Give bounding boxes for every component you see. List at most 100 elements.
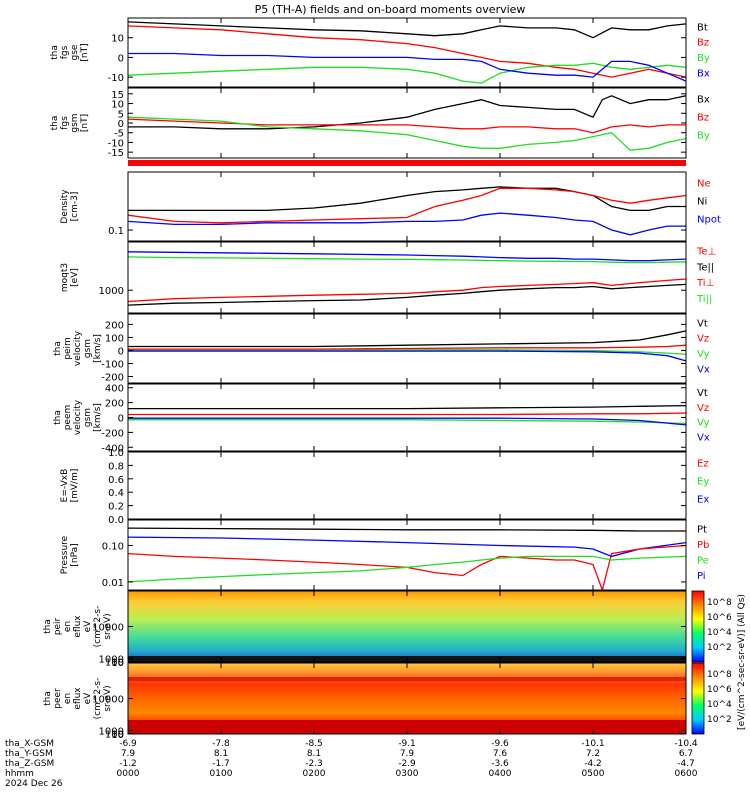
y-axis-label: [nPa] — [70, 543, 80, 566]
legend-Ni: Ni — [697, 196, 707, 207]
series-Bz — [127, 118, 686, 134]
y-tick-label: 1.0 — [108, 448, 124, 459]
x-row-value: -3.6 — [491, 759, 509, 769]
legend-Ne: Ne — [697, 178, 711, 189]
y-tick-label: 0.4 — [108, 488, 124, 499]
series-Vz — [128, 412, 687, 416]
y-tick-label: 0.1 — [108, 226, 124, 237]
y-axis-label: en — [63, 693, 73, 704]
series-Ni — [128, 186, 686, 212]
y-axis-label: moqt3 — [60, 263, 70, 292]
legend-Bz: Bz — [697, 112, 709, 123]
colorbar-tick-label: 10^6 — [707, 685, 732, 695]
colorbar: 10^8 10^6 10^4 10^2 10^8 10^6 10^4 10^2 [eV/(cm^… — [691, 590, 747, 735]
x-row-value: -1.2 — [119, 759, 137, 769]
y-axis-label: Pressure — [60, 535, 70, 574]
y-axis-label: sr-eV) — [103, 685, 113, 711]
series-Pi — [127, 536, 687, 558]
y-tick-label: 10000 — [92, 695, 124, 706]
legend-Ex: Ex — [697, 494, 709, 505]
y-tick-label: 0.8 — [108, 461, 124, 472]
legend-Ti||: Ti|| — [696, 294, 712, 305]
colorbar-tick-label: 10^2 — [707, 643, 732, 653]
panel-efield: 1.0 0.8 0.6 0.4 0.2 0.0 E=-VxB [mV/m] Ez Ey Ex — [60, 448, 709, 526]
colorbar-label: [eV/(cm^2-sec-sr-eV)] (All Qs) — [737, 594, 747, 730]
legend-Pi: Pi — [697, 571, 706, 582]
y-tick-label: -200 — [101, 428, 124, 439]
panel-peem_velocity: 400 200 0 -200 -400 tha peem velocity gsm [km/s] V… — [53, 383, 710, 454]
legend-Bt: Bt — [697, 22, 708, 33]
legend-Bx: Bx — [697, 68, 710, 79]
legend-Vx: Vx — [697, 433, 710, 444]
x-row-label: hhmm — [5, 769, 34, 779]
panel-frame — [127, 383, 687, 452]
panel-density: 0.1 Density [cm-3] Ne Ni Npot — [60, 171, 721, 242]
series-Bx — [128, 95, 687, 130]
y-axis-label: peer — [53, 688, 63, 709]
y-axis-label: eflux — [73, 615, 83, 638]
legend-Pt: Pt — [697, 524, 707, 535]
x-row-value: 8.1 — [307, 749, 321, 759]
y-axis-label: eflux — [73, 687, 83, 710]
y-tick-label: -10 — [108, 138, 124, 149]
y-tick-label: 0 — [118, 346, 124, 357]
y-tick-label: 0.0 — [108, 515, 124, 526]
y-tick-label: 10 — [111, 730, 124, 741]
colorbar-tick-label: 10^2 — [707, 715, 732, 725]
colorbar-tick-label: 10^4 — [707, 628, 732, 638]
y-tick-label: 0.01 — [102, 578, 124, 589]
x-row-value: -4.2 — [584, 759, 602, 769]
mode-bar — [128, 160, 686, 166]
legend-Vz: Vz — [697, 334, 709, 345]
series-Vz — [128, 344, 687, 350]
series-Bt — [127, 21, 687, 39]
series-Ne — [127, 187, 687, 224]
y-axis-label: (cm^2-s- — [93, 678, 103, 720]
y-tick-label: 5 — [118, 109, 124, 120]
spectrogram-image — [128, 591, 686, 662]
x-row-value: -9.6 — [491, 739, 509, 749]
y-axis-label: [nT] — [80, 43, 90, 61]
y-tick-label: -200 — [101, 372, 124, 383]
y-tick-label: -10 — [108, 73, 124, 84]
series-Ti|| — [127, 256, 687, 264]
legend-Ez: Ez — [697, 458, 709, 469]
x-row-label: tha_Y-GSM — [5, 749, 53, 759]
x-row-value: -9.1 — [398, 739, 416, 749]
x-row-value: 7.9 — [400, 749, 415, 759]
legend-Bz: Bz — [697, 38, 709, 49]
legend-Vy: Vy — [697, 349, 710, 360]
y-axis-label: [cm-3] — [70, 192, 80, 222]
y-axis-label: fgs — [60, 116, 70, 130]
y-tick-label: 100 — [105, 658, 124, 669]
y-tick-label: 1000 — [99, 726, 124, 737]
y-tick-label: 0 — [118, 119, 124, 130]
legend-Ey: Ey — [697, 476, 709, 487]
series-Pt — [127, 527, 686, 532]
series-Vt — [128, 404, 687, 410]
spectrogram-band — [128, 720, 686, 734]
series-Pe — [127, 555, 687, 583]
x-row-value: -10.4 — [674, 739, 698, 749]
y-tick-label: 0.10 — [102, 541, 124, 552]
legend-Vt: Vt — [697, 388, 708, 399]
x-row-value: -7.8 — [212, 739, 230, 749]
series-Bx — [128, 52, 687, 82]
y-axis-label: [mV/m] — [70, 469, 80, 503]
series-By — [127, 116, 687, 151]
x-row-value: 0000 — [117, 769, 140, 779]
legend-By: By — [697, 53, 710, 64]
colorbar-tick-label: 10^8 — [707, 598, 732, 608]
panel-frame — [127, 451, 687, 520]
y-tick-label: 0 — [118, 53, 124, 64]
panel-frame — [127, 171, 687, 242]
y-axis-label: eV — [83, 620, 93, 633]
y-tick-label: -15 — [108, 148, 124, 159]
x-row-value: 0400 — [489, 769, 512, 779]
series-Vy — [128, 419, 687, 425]
y-tick-label: -100 — [101, 359, 124, 370]
x-row-label: tha_X-GSM — [5, 739, 54, 749]
panel-peim_velocity: 200 100 0 -100 -200 tha peim velocity gsm [km/s] V… — [53, 313, 710, 384]
